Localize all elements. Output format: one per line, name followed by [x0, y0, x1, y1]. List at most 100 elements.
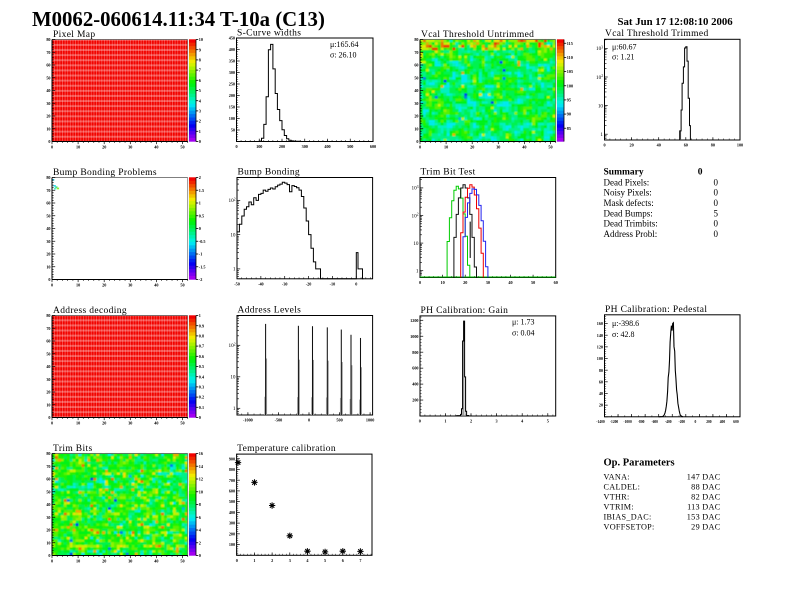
svg-text:100: 100 [229, 542, 235, 547]
svg-text:Vcal Threshold Untrimmed: Vcal Threshold Untrimmed [421, 30, 534, 40]
svg-text:σ: 0.04: σ: 0.04 [512, 329, 535, 338]
svg-text:Address Probl:: Address Probl: [604, 229, 658, 239]
svg-text:60: 60 [46, 477, 50, 482]
svg-text:10: 10 [199, 37, 203, 42]
svg-text:0.4: 0.4 [199, 374, 205, 379]
svg-text:100: 100 [256, 144, 262, 149]
svg-text:1000: 1000 [410, 334, 418, 339]
svg-text:8: 8 [199, 58, 201, 63]
svg-text:40: 40 [414, 88, 418, 93]
svg-text:3: 3 [199, 109, 201, 114]
svg-text:2: 2 [271, 558, 273, 563]
svg-text:800: 800 [412, 350, 418, 355]
svg-text:μ:165.64: μ:165.64 [330, 40, 359, 49]
svg-text:IBIAS_DAC:: IBIAS_DAC: [604, 513, 652, 522]
svg-text:VOFFSETOP:: VOFFSETOP: [604, 523, 655, 532]
svg-text:80: 80 [414, 37, 418, 42]
svg-text:103: 103 [596, 46, 603, 53]
svg-text:40: 40 [154, 145, 158, 150]
svg-text:70: 70 [46, 50, 50, 55]
svg-text:0.8: 0.8 [199, 334, 204, 339]
svg-text:-600: -600 [651, 420, 658, 424]
svg-text:30: 30 [496, 145, 500, 150]
svg-text:Noisy Pixels:: Noisy Pixels: [604, 188, 652, 198]
svg-text:20: 20 [46, 390, 50, 395]
svg-text:100: 100 [597, 356, 603, 361]
svg-text:10: 10 [76, 283, 80, 288]
svg-text:Sat Jun 17 12:08:10 2006: Sat Jun 17 12:08:10 2006 [618, 16, 734, 28]
svg-text:102: 102 [229, 343, 236, 350]
svg-text:150: 150 [229, 105, 235, 110]
svg-text:μ: 1.73: μ: 1.73 [512, 318, 535, 327]
svg-text:80: 80 [46, 313, 50, 318]
svg-text:20: 20 [102, 559, 106, 564]
svg-text:300: 300 [302, 144, 308, 149]
svg-text:20: 20 [102, 145, 106, 150]
svg-text:0: 0 [51, 421, 53, 426]
svg-text:5: 5 [714, 208, 719, 218]
svg-text:PH Calibration: Pedestal: PH Calibration: Pedestal [605, 305, 707, 315]
svg-text:40: 40 [522, 145, 526, 150]
svg-text:Dead Trimbits:: Dead Trimbits: [604, 219, 658, 229]
svg-text:350: 350 [229, 59, 235, 64]
svg-text:9: 9 [199, 47, 201, 52]
svg-text:102: 102 [596, 74, 603, 81]
svg-text:10: 10 [230, 375, 236, 381]
svg-text:CALDEL:: CALDEL: [604, 482, 641, 491]
svg-text:900: 900 [229, 456, 235, 461]
svg-text:σ: 26.10: σ: 26.10 [330, 51, 357, 60]
svg-text:0: 0 [355, 281, 357, 286]
svg-text:0: 0 [51, 283, 53, 288]
svg-text:30: 30 [46, 101, 50, 106]
svg-text:Op. Parameters: Op. Parameters [604, 457, 675, 468]
svg-text:0: 0 [48, 415, 50, 420]
svg-text:0.5: 0.5 [199, 213, 204, 218]
svg-text:20: 20 [414, 114, 418, 119]
svg-text:0.6: 0.6 [199, 354, 204, 359]
svg-text:Dead Pixels:: Dead Pixels: [604, 177, 650, 187]
svg-text:40: 40 [46, 226, 50, 231]
svg-text:29 DAC: 29 DAC [691, 523, 721, 532]
svg-text:Vcal Threshold Trimmed: Vcal Threshold Trimmed [605, 29, 709, 39]
svg-text:30: 30 [128, 421, 132, 426]
svg-text:1: 1 [416, 269, 419, 275]
svg-text:Dead Bumps:: Dead Bumps: [604, 208, 653, 218]
svg-text:Temperature calibration: Temperature calibration [237, 444, 336, 454]
svg-text:30: 30 [486, 280, 490, 285]
svg-text:7: 7 [359, 558, 361, 563]
svg-text:0: 0 [199, 139, 201, 144]
svg-text:200: 200 [229, 531, 235, 536]
svg-text:30: 30 [128, 145, 132, 150]
svg-text:0: 0 [419, 280, 421, 285]
svg-text:0: 0 [714, 188, 719, 198]
svg-text:0: 0 [199, 553, 201, 558]
svg-text:1: 1 [199, 201, 201, 206]
svg-text:88 DAC: 88 DAC [691, 482, 721, 491]
svg-text:85: 85 [567, 126, 571, 131]
svg-text:70: 70 [46, 464, 50, 469]
svg-text:200: 200 [412, 398, 418, 403]
svg-text:10: 10 [46, 126, 50, 131]
svg-text:-30: -30 [282, 281, 288, 286]
svg-text:500: 500 [336, 418, 342, 423]
svg-text:200: 200 [279, 144, 285, 149]
svg-text:1.5: 1.5 [199, 188, 204, 193]
svg-text:105: 105 [567, 69, 573, 74]
svg-text:20: 20 [630, 143, 634, 148]
svg-text:80: 80 [711, 143, 715, 148]
svg-text:95: 95 [567, 98, 571, 103]
svg-text:400: 400 [412, 382, 418, 387]
svg-text:6: 6 [342, 558, 344, 563]
svg-text:1: 1 [199, 129, 201, 134]
svg-text:14: 14 [199, 464, 204, 469]
svg-text:μ:60.67: μ:60.67 [612, 43, 637, 52]
svg-text:500: 500 [347, 144, 353, 149]
svg-text:50: 50 [46, 489, 50, 494]
svg-text:50: 50 [180, 559, 184, 564]
svg-text:200: 200 [706, 420, 712, 424]
svg-text:160: 160 [597, 321, 603, 326]
svg-text:0: 0 [48, 277, 50, 282]
svg-text:20: 20 [46, 252, 50, 257]
svg-text:0: 0 [51, 559, 53, 564]
svg-text:30: 30 [128, 283, 132, 288]
